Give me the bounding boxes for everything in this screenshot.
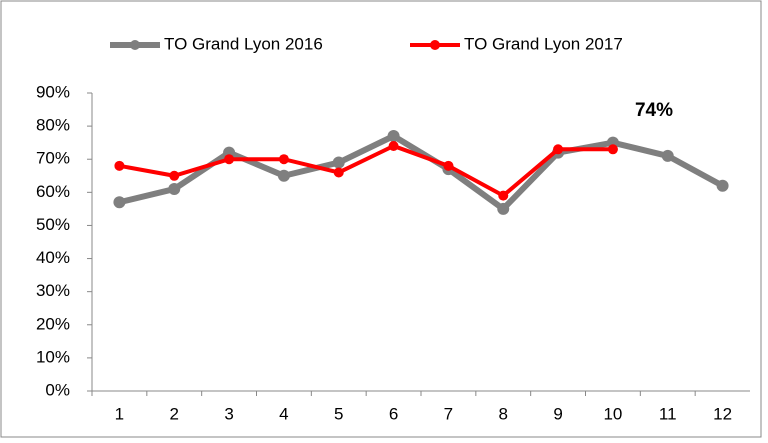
- x-tick-label: 4: [279, 404, 288, 423]
- point: [113, 196, 126, 209]
- x-tick-label: 11: [659, 404, 677, 423]
- point: [497, 202, 510, 215]
- point: [224, 154, 235, 165]
- series-line: [118, 132, 725, 213]
- point: [114, 160, 125, 171]
- y-tick-label: 80%: [36, 116, 70, 135]
- y-tick-label: 20%: [36, 314, 70, 333]
- point: [332, 156, 345, 169]
- point: [168, 183, 181, 196]
- point: [498, 190, 509, 201]
- x-tick-label: 8: [499, 404, 508, 423]
- x-tick-label: 10: [603, 404, 622, 423]
- y-tick-label: 0%: [45, 380, 70, 399]
- x-tick-label: 7: [444, 404, 453, 423]
- y-tick-label: 50%: [36, 215, 70, 234]
- x-tick-label: 1: [115, 404, 124, 423]
- y-tick-label: 70%: [36, 149, 70, 168]
- x-tick-label: 6: [389, 404, 398, 423]
- y-tick-label: 30%: [36, 281, 70, 300]
- y-tick-label: 90%: [36, 82, 70, 101]
- x-tick-label: 9: [553, 404, 562, 423]
- x-tick-label: 3: [224, 404, 233, 423]
- point: [333, 167, 344, 178]
- point: [553, 144, 564, 155]
- point: [443, 160, 454, 171]
- x-tick-label: 5: [334, 404, 343, 423]
- annotation: 74%: [635, 100, 673, 121]
- point: [607, 144, 618, 155]
- series-line: [119, 143, 613, 199]
- x-tick-label: 2: [170, 404, 179, 423]
- y-tick-label: 60%: [36, 182, 70, 201]
- point: [277, 169, 290, 182]
- point: [388, 140, 399, 151]
- point: [169, 170, 180, 181]
- point: [387, 130, 400, 143]
- legend-marker: [130, 40, 140, 50]
- y-tick-label: 40%: [36, 248, 70, 267]
- legend-marker: [430, 40, 440, 50]
- point: [661, 149, 674, 162]
- y-tick-label: 10%: [36, 347, 70, 366]
- legend-label: TO Grand Lyon 2016: [164, 34, 323, 53]
- point: [278, 154, 289, 165]
- legend-label: TO Grand Lyon 2017: [464, 34, 623, 53]
- x-tick-label: 12: [713, 404, 732, 423]
- point: [716, 179, 729, 192]
